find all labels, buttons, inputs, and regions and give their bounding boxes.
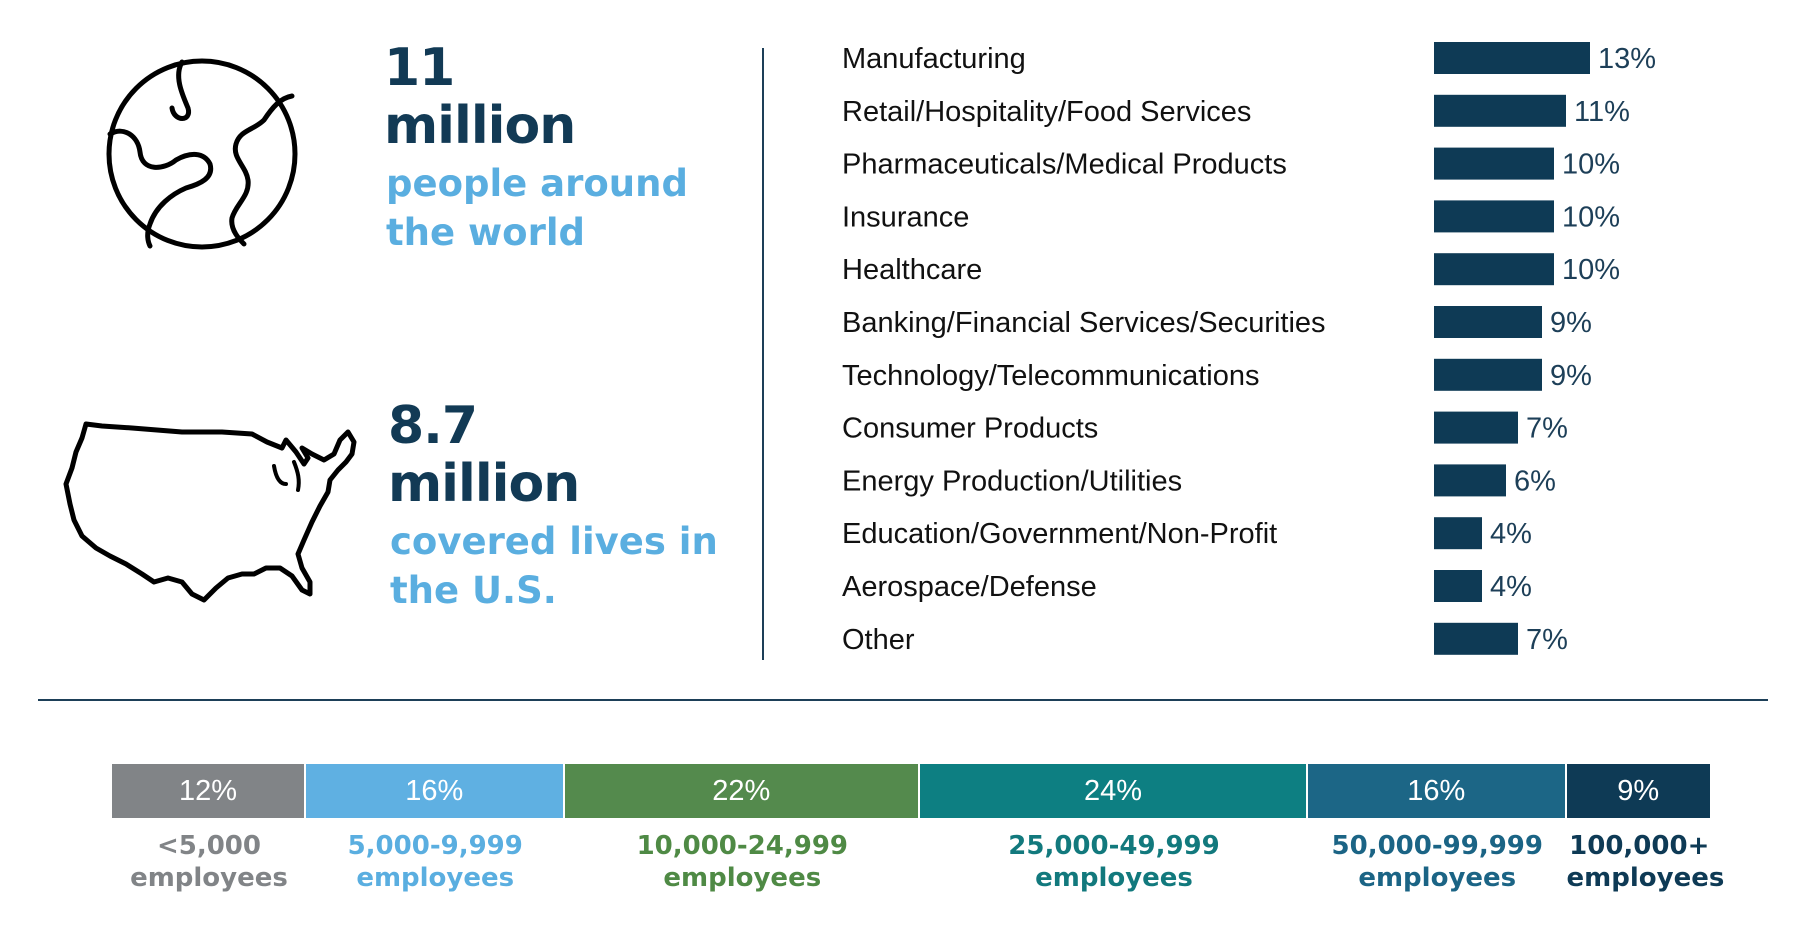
world-caption-line1: people around <box>386 162 688 205</box>
industry-value-label: 10% <box>1562 201 1620 233</box>
industry-label: Energy Production/Utilities <box>842 465 1182 497</box>
industry-value-label: 7% <box>1526 624 1568 656</box>
industry-value-label: 9% <box>1550 307 1592 339</box>
size-segment-percent: 22% <box>712 774 771 807</box>
size-employees-text: employees <box>1566 863 1725 893</box>
globe-icon <box>106 58 298 250</box>
industry-bar <box>1434 200 1554 233</box>
industry-value-label: 4% <box>1490 571 1532 603</box>
industry-bar <box>1434 358 1542 391</box>
industry-label: Pharmaceuticals/Medical Products <box>842 149 1287 181</box>
industry-label: Consumer Products <box>842 413 1098 445</box>
us-caption-line1: covered lives in <box>390 520 718 563</box>
industry-bar <box>1434 517 1482 550</box>
size-employees-text: employees <box>663 863 822 893</box>
size-range-text: 50,000-99,999 <box>1331 831 1543 861</box>
industry-bar <box>1434 306 1542 338</box>
size-segment: 16% <box>1307 764 1567 818</box>
horizontal-divider <box>38 699 1768 701</box>
size-segment-percent: 16% <box>1407 774 1466 807</box>
industry-label: Other <box>842 624 915 656</box>
world-number: 11 <box>384 38 455 98</box>
size-segment-percent: 16% <box>405 774 464 807</box>
size-segment-percent: 24% <box>1083 774 1143 807</box>
industry-value-label: 10% <box>1562 149 1620 181</box>
size-segment-label: 10,000-24,999 employees <box>565 830 921 894</box>
industry-value-label: 7% <box>1526 413 1568 445</box>
size-employees-text: employees <box>130 863 288 893</box>
industry-bar <box>1434 411 1518 444</box>
industry-bar <box>1434 42 1590 74</box>
world-unit: million <box>384 96 576 156</box>
size-range-text: 100,000+ <box>1569 831 1710 861</box>
size-segment-percent: 12% <box>178 774 237 807</box>
size-segment-label: 50,000-99,999 employees <box>1308 830 1567 894</box>
industry-label: Manufacturing <box>842 43 1026 75</box>
industry-value-label: 4% <box>1490 518 1532 550</box>
world-caption-line2: the world <box>386 211 586 254</box>
industry-value-label: 6% <box>1514 465 1556 497</box>
size-segment-label: <5,000 employees <box>112 830 306 894</box>
size-segment-percent: 9% <box>1617 774 1660 807</box>
industry-bar-chart: Manufacturing 13% Retail/Hospitality/Food … <box>842 42 1656 656</box>
us-number: 8.7 <box>388 396 478 456</box>
size-range-text: 5,000-9,999 <box>347 831 523 861</box>
size-segment-label: 25,000-49,999 employees <box>920 830 1308 894</box>
size-range-text: 10,000-24,999 <box>636 831 849 861</box>
industry-bar <box>1434 94 1566 127</box>
us-caption-line2: the U.S. <box>390 569 557 612</box>
industry-bar <box>1434 622 1518 655</box>
industry-label: Insurance <box>842 201 969 233</box>
industry-bar <box>1434 464 1506 497</box>
size-segment: 22% <box>564 764 921 818</box>
industry-value-label: 10% <box>1562 254 1620 286</box>
size-segment-label: 100,000+ employees <box>1566 830 1725 894</box>
size-segment-label: 5,000-9,999 employees <box>306 830 565 894</box>
industry-label: Healthcare <box>842 254 982 286</box>
industry-label: Banking/Financial Services/Securities <box>842 307 1326 339</box>
vertical-divider <box>762 48 764 660</box>
size-range-text: <5,000 <box>156 831 261 861</box>
size-segment: 12% <box>112 764 306 818</box>
industry-value-label: 9% <box>1550 360 1592 392</box>
size-range-text: 25,000-49,999 <box>1008 831 1220 861</box>
industry-bar <box>1434 147 1554 180</box>
industry-value-label: 13% <box>1598 43 1656 75</box>
industry-bar <box>1434 253 1554 286</box>
size-segment: 16% <box>305 764 565 818</box>
industry-label: Technology/Telecommunications <box>842 360 1260 392</box>
us-map-icon <box>63 421 357 603</box>
industry-value-label: 11% <box>1574 96 1630 128</box>
size-employees-text: employees <box>1035 863 1193 893</box>
industry-label: Education/Government/Non-Profit <box>842 518 1277 550</box>
size-employees-text: employees <box>1358 863 1517 893</box>
size-segment: 24% <box>920 764 1308 818</box>
us-unit: million <box>388 454 580 514</box>
size-employees-text: employees <box>356 863 515 893</box>
size-segment: 9% <box>1566 764 1712 818</box>
industry-bar <box>1434 570 1482 602</box>
industry-label: Retail/Hospitality/Food Services <box>842 96 1251 128</box>
industry-label: Aerospace/Defense <box>842 571 1097 603</box>
